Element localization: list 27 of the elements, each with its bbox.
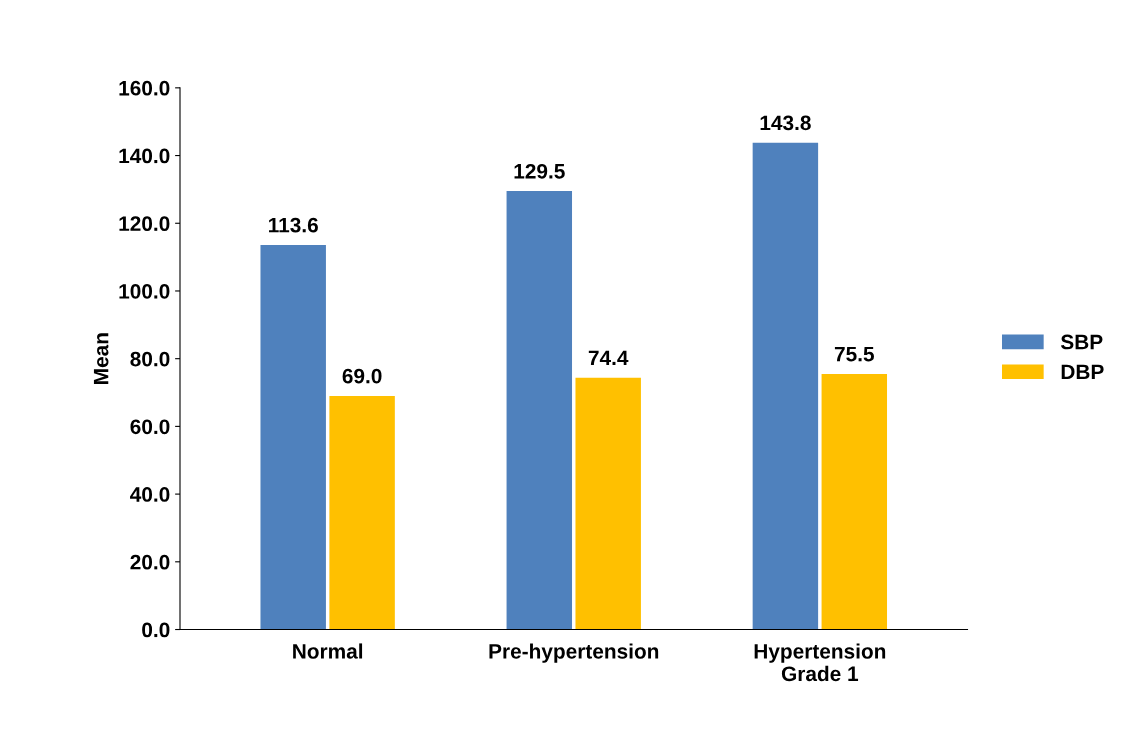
bar [821, 373, 888, 630]
bar [329, 395, 395, 630]
bar [752, 142, 819, 630]
bar [506, 191, 573, 630]
y-tick-label: 0.0 [142, 622, 170, 638]
data-label: 113.6 [269, 217, 318, 233]
bar [260, 244, 326, 630]
y-tick-label: 160.0 [119, 80, 170, 96]
data-label: 75.5 [834, 346, 874, 362]
legend-label: SBP [1060, 334, 1103, 350]
legend-label: DBP [1061, 364, 1104, 379]
x-tick-label: Normal [293, 643, 363, 659]
y-tick-label: 60.0 [130, 419, 170, 435]
y-tick-label: 20.0 [130, 554, 170, 570]
data-label: 143.8 [760, 115, 811, 131]
data-label: 129.5 [514, 163, 565, 179]
data-label: 74.4 [588, 350, 629, 365]
y-tick-label: 140.0 [119, 148, 170, 164]
y-tick-label: 120.0 [119, 216, 170, 232]
y-tick-label: 40.0 [130, 487, 170, 502]
data-label: 69.0 [342, 368, 382, 384]
y-tick-label: 100.0 [119, 283, 170, 299]
x-tick-label: Hypertension Grade 1 [754, 643, 886, 682]
y-axis-title: Mean [93, 333, 109, 384]
x-tick-label: Pre-hypertension [489, 643, 659, 663]
y-tick-label: 80.0 [130, 351, 170, 367]
bar [575, 377, 641, 630]
